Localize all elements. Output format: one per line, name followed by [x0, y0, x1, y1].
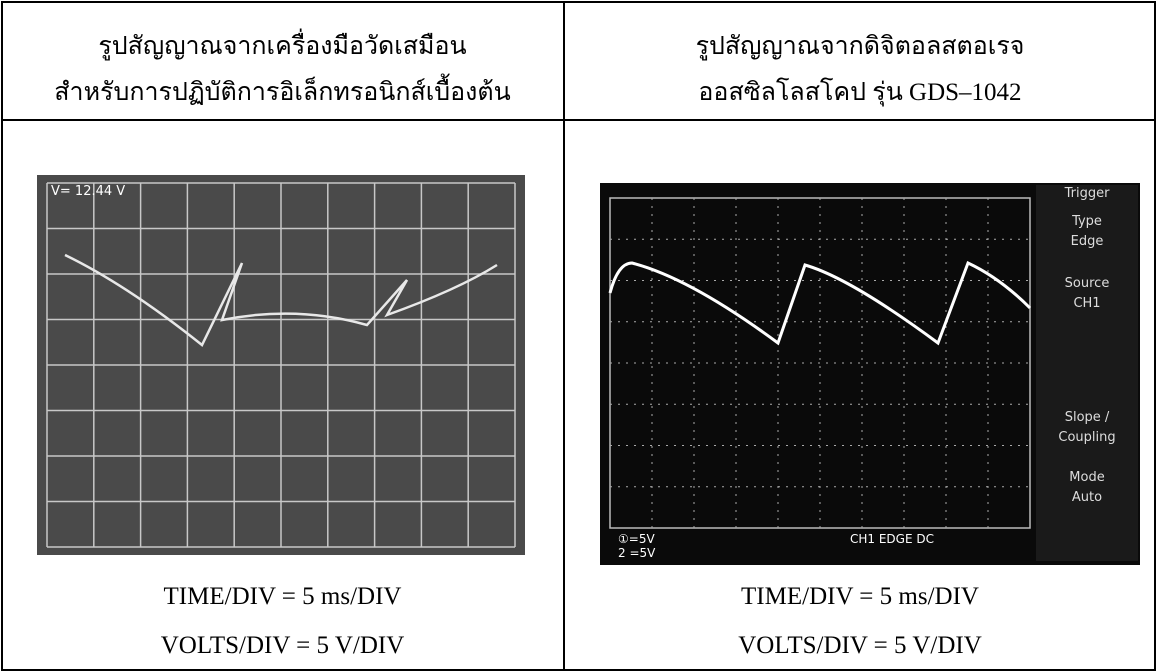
menu-label: Slope / [1065, 410, 1110, 425]
column-divider [563, 1, 565, 671]
header-text: ออสซิลโลสโคป รุ่น GDS–1042 [698, 79, 1022, 106]
menu-label: Mode [1069, 470, 1104, 485]
grid [46, 182, 516, 548]
header-text: รูปสัญญาณจากเครื่องมือวัดเสมือน [98, 33, 467, 60]
menu-label: Source [1065, 276, 1110, 291]
caption: TIME/DIV = 5 ms/DIV [741, 583, 979, 610]
caption: VOLTS/DIV = 5 V/DIV [738, 632, 982, 659]
waveform [64, 253, 498, 347]
status: CH1 EDGE DC [850, 532, 934, 546]
readout: V= 12.44 V [51, 184, 125, 199]
status: 2 =5V [618, 546, 656, 560]
virtual-scope-screen: V= 12.44 V [37, 175, 525, 555]
header-text: รูปสัญญาณจากดิจิตอลสตอเรจ [695, 33, 1025, 60]
dso-screen: Trigger Type Edge Source CH1 Slope / Coupling M… [600, 183, 1140, 565]
menu: Trigger Type Edge Source CH1 Slope / Coupling M… [1058, 186, 1115, 505]
menu-label: Type [1071, 214, 1102, 229]
row-divider [1, 119, 1156, 121]
grid [610, 198, 1030, 528]
caption: TIME/DIV = 5 ms/DIV [163, 583, 402, 610]
status: ①=5V [618, 532, 655, 546]
caption: VOLTS/DIV = 5 V/DIV [160, 632, 405, 659]
menu-panel [1036, 185, 1138, 561]
menu-label: CH1 [1073, 296, 1100, 311]
waveform [608, 260, 1032, 346]
menu-label: Auto [1072, 490, 1102, 505]
menu-label: Edge [1071, 234, 1104, 249]
menu-label: Trigger [1064, 186, 1110, 201]
menu-label: Coupling [1058, 430, 1115, 445]
header-text: สำหรับการปฏิบัติการอิเล็กทรอนิกส์เบื้องต… [54, 79, 511, 106]
